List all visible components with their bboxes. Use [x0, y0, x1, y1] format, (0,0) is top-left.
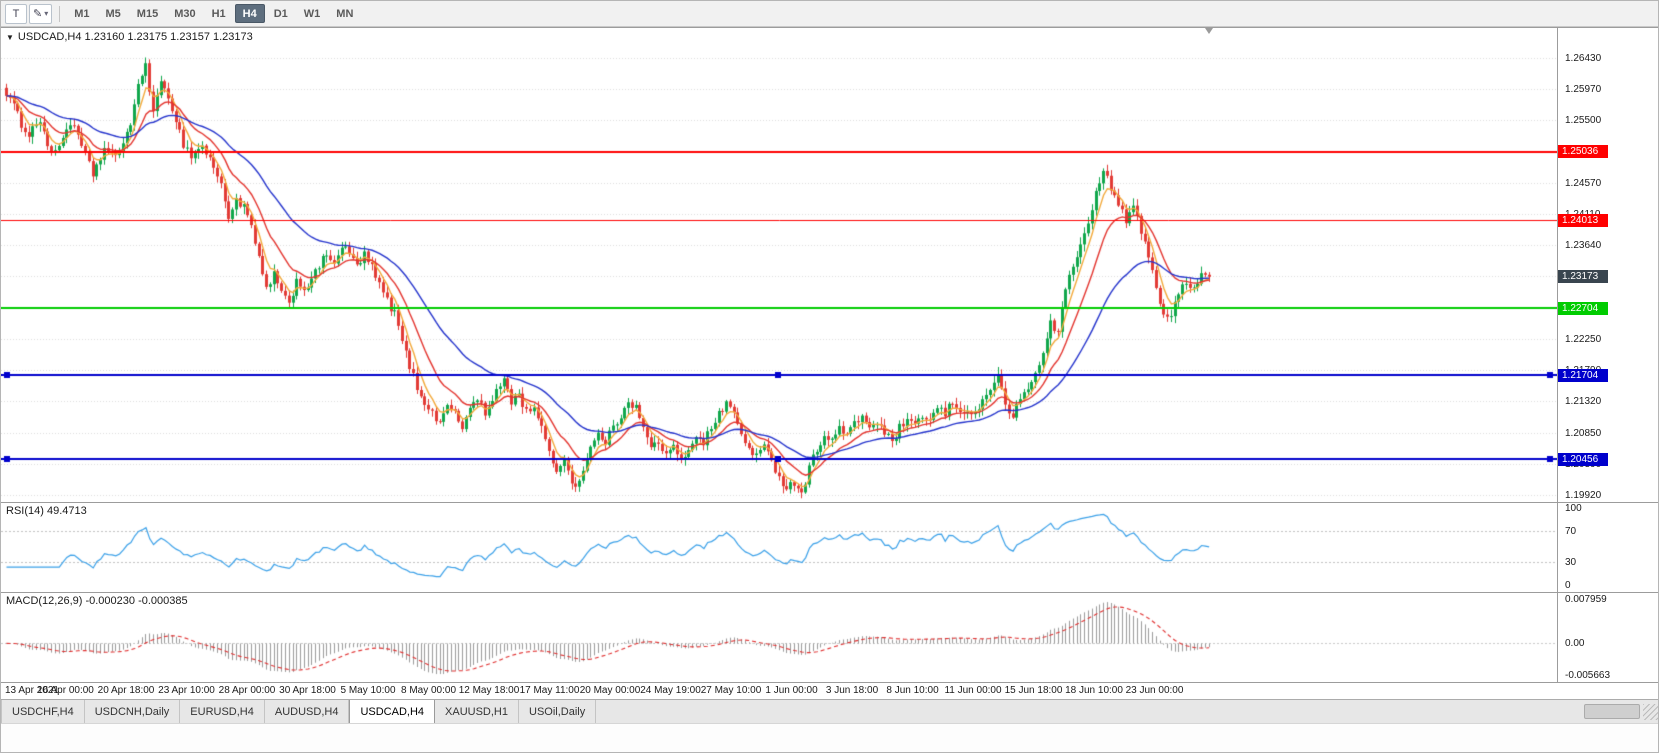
timeframe-button-d1[interactable]: D1: [273, 7, 288, 20]
price-tick-label: 1.24570: [1565, 178, 1602, 189]
price-tick-label: 1.20850: [1565, 428, 1602, 439]
price-badge: 1.23173: [1558, 270, 1608, 283]
price-tick-label: 1.25500: [1565, 115, 1602, 126]
status-bar: [1, 723, 1658, 752]
timeframe-button-m15[interactable]: M15: [136, 7, 159, 20]
time-tick-label: 30 Apr 18:00: [279, 685, 336, 696]
price-tick-label: 1.21320: [1565, 396, 1602, 407]
tabbar-scrollbar-thumb[interactable]: [1584, 704, 1640, 719]
price-badge: 1.21704: [1558, 369, 1608, 382]
timeframe-button-w1[interactable]: W1: [303, 7, 321, 20]
axis-separator: [1557, 27, 1558, 682]
time-tick-label: 27 May 10:00: [700, 685, 762, 696]
chart-tab-usdcnh[interactable]: USDCNH,Daily: [85, 700, 181, 723]
macd-label: MACD(12,26,9) -0.000230 -0.000385: [6, 595, 188, 607]
time-axis[interactable]: 13 Apr 2021 16 Apr 00:00 20 Apr 18:00 23 Ap…: [1, 682, 1558, 699]
chart-tab-usoil[interactable]: USOil,Daily: [519, 700, 597, 723]
macd-canvas[interactable]: [1, 592, 1558, 682]
time-tick-label: 16 Apr 00:00: [37, 685, 94, 696]
time-tick-label: 8 May 00:00: [400, 685, 457, 696]
timeframe-button-m1[interactable]: M1: [74, 7, 90, 20]
time-tick-label: 20 May 00:00: [579, 685, 641, 696]
macd-level-label: 0.00: [1565, 638, 1585, 649]
chart-tab-audusd[interactable]: AUDUSD,H4: [265, 700, 350, 723]
timeframe-button-h1[interactable]: H1: [211, 7, 226, 20]
price-tick-label: 1.23640: [1565, 240, 1602, 251]
timeframe-buttons: M1 M5 M15 M30 H1 H4 D1 W1 MN: [67, 4, 360, 23]
rsi-pane: [1, 502, 1558, 592]
rsi-level-label: 100: [1565, 503, 1582, 514]
time-tick-label: 15 Jun 18:00: [1004, 685, 1063, 696]
time-tick-label: 20 Apr 18:00: [97, 685, 155, 696]
macd-level-label: -0.005663: [1565, 670, 1611, 681]
chart-tab-usdchf[interactable]: USDCHF,H4: [1, 700, 85, 723]
price-badge: 1.20456: [1558, 453, 1608, 466]
price-badge: 1.25036: [1558, 145, 1608, 158]
timeframe-button-m30[interactable]: M30: [174, 7, 196, 20]
timeframe-button-m5[interactable]: M5: [105, 7, 121, 20]
drawing-tools-button[interactable]: ✎ ▾: [29, 3, 53, 24]
pane-separator[interactable]: [1, 502, 1658, 503]
price-tick-label: 1.25970: [1565, 84, 1602, 95]
time-tick-label: 3 Jun 18:00: [825, 685, 879, 696]
time-tick-label: 11 Jun 00:00: [944, 685, 1002, 696]
chart-tabs: USDCHF,H4 USDCNH,Daily EURUSD,H4 AUDUSD,H4 U…: [1, 700, 597, 723]
timeframe-button-mn[interactable]: MN: [336, 7, 354, 20]
time-tick-label: 18 Jun 10:00: [1065, 685, 1123, 696]
price-tick-label: 1.26430: [1565, 53, 1602, 64]
chart-tab-eurusd[interactable]: EURUSD,H4: [180, 700, 265, 723]
rsi-label: RSI(14) 49.4713: [6, 505, 87, 517]
one-click-trading-toggle[interactable]: ▼: [6, 32, 14, 42]
price-badge: 1.22704: [1558, 302, 1608, 315]
price-axis[interactable]: 1.264301.259701.255001.250401.245701.241…: [1558, 27, 1658, 682]
time-tick-label: 28 Apr 00:00: [218, 685, 276, 696]
rsi-canvas[interactable]: [1, 502, 1558, 592]
rsi-level-label: 0: [1565, 580, 1571, 591]
text-tool-glyph: T: [12, 7, 20, 20]
dropdown-caret-icon: ▾: [44, 9, 49, 18]
time-tick-label: 17 May 11:00: [519, 685, 580, 696]
chart-tab-xauusd[interactable]: XAUUSD,H1: [435, 700, 519, 723]
rsi-level-label: 30: [1565, 557, 1577, 568]
main-chart-canvas[interactable]: [1, 27, 1558, 502]
time-tick-label: 13 Apr 2021: [5, 685, 59, 696]
macd-label-text: MACD(12,26,9) -0.000230 -0.000385: [6, 595, 188, 607]
time-tick-label: 12 May 18:00: [458, 685, 520, 696]
time-tick-label: 1 Jun 00:00: [765, 685, 818, 696]
chart-tab-usdcad[interactable]: USDCAD,H4: [349, 700, 436, 723]
main-chart-pane: [1, 27, 1558, 502]
chart-bottom-border: [1, 682, 1658, 683]
pane-separator: [1, 27, 1658, 28]
window-resize-grip[interactable]: [1643, 704, 1658, 720]
timeframe-toolbar: T ✎ ▾ M1 M5 M15 M30 H1 H4 D1 W1 MN: [1, 1, 1658, 27]
pencil-icon: ✎: [33, 8, 43, 20]
time-tick-label: 24 May 19:00: [640, 685, 701, 696]
text-tool-icon[interactable]: T: [5, 3, 27, 24]
price-badge: 1.24013: [1558, 214, 1608, 227]
macd-level-label: 0.007959: [1565, 594, 1607, 605]
time-tick-label: 23 Apr 10:00: [158, 685, 215, 696]
macd-pane: [1, 592, 1558, 682]
chart-shift-marker-icon[interactable]: [1205, 28, 1213, 34]
price-tick-label: 1.19920: [1565, 490, 1602, 501]
chart-tab-bar: USDCHF,H4 USDCNH,Daily EURUSD,H4 AUDUSD,H4 U…: [1, 699, 1658, 723]
price-tick-label: 1.22250: [1565, 334, 1602, 345]
pane-separator[interactable]: [1, 592, 1658, 593]
time-tick-label: 8 Jun 10:00: [886, 685, 939, 696]
time-tick-label: 5 May 10:00: [340, 685, 396, 696]
rsi-label-text: RSI(14) 49.4713: [6, 505, 87, 517]
rsi-level-label: 70: [1565, 526, 1577, 537]
ohlc-title-text: USDCAD,H4 1.23160 1.23175 1.23157 1.2317…: [17, 31, 253, 43]
timeframe-button-h4[interactable]: H4: [234, 4, 265, 23]
chart-ohlc-title: ▼ USDCAD,H4 1.23160 1.23175 1.23157 1.23…: [6, 31, 253, 43]
toolbar-separator: [59, 5, 61, 22]
time-tick-label: 23 Jun 00:00: [1125, 685, 1184, 696]
